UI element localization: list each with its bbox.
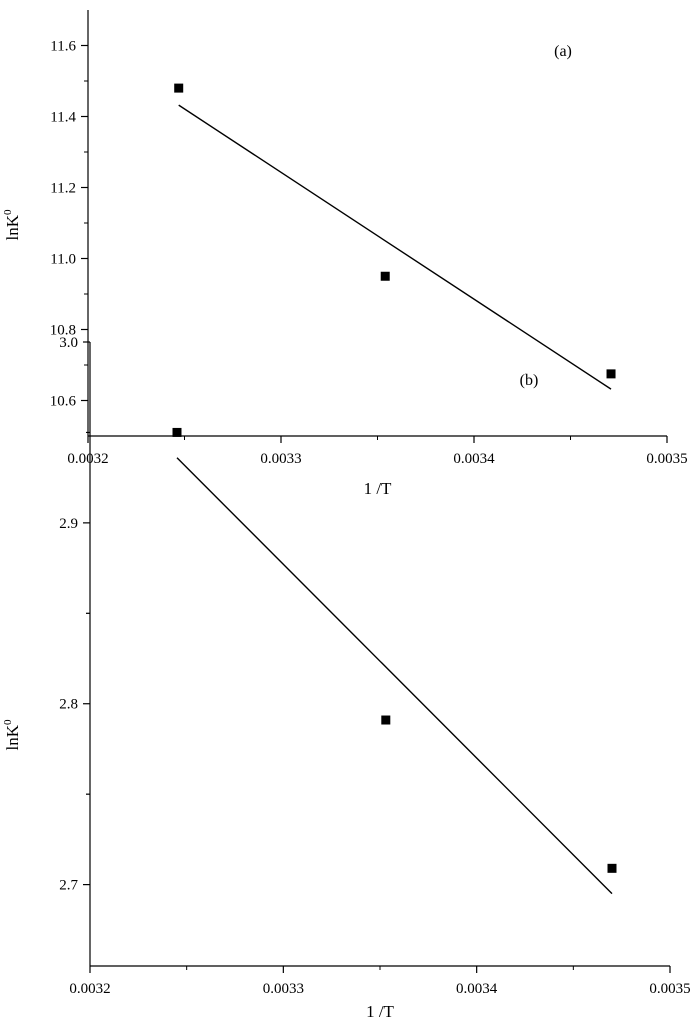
x-tick-label: 0.0035 bbox=[646, 451, 687, 467]
x-tick-label: 0.0034 bbox=[453, 451, 495, 467]
x-tick-label: 0.0032 bbox=[69, 981, 110, 997]
y-tick-label: 10.8 bbox=[50, 323, 76, 339]
data-point bbox=[381, 715, 391, 725]
data-point bbox=[380, 271, 390, 281]
y-tick-label: 2.7 bbox=[59, 878, 78, 894]
chart-panel-a: 0.0032 0.0033 0.0034 0.0035 10.6 10.8 11.0 11.2… bbox=[2, 10, 688, 498]
data-point bbox=[607, 863, 617, 873]
data-point bbox=[172, 427, 182, 437]
x-axis-title: 1 /T bbox=[364, 479, 392, 498]
x-tick-label: 0.0033 bbox=[260, 451, 301, 467]
y-tick-label: 11.0 bbox=[50, 252, 76, 268]
x-tick-label: 0.0034 bbox=[456, 981, 498, 997]
y-tick-label: 10.6 bbox=[50, 394, 77, 410]
y-axis-title-superscript: 0 bbox=[2, 719, 14, 725]
x-tick-label: 0.0035 bbox=[649, 981, 690, 997]
y-tick-label: 11.2 bbox=[50, 181, 76, 197]
data-point bbox=[174, 83, 184, 93]
panel-label: (a) bbox=[554, 43, 572, 60]
x-tick-label: 0.0032 bbox=[67, 451, 108, 467]
panel-label: (b) bbox=[520, 372, 539, 389]
y-axis-title: lnK0 bbox=[2, 209, 22, 241]
fit-line bbox=[178, 104, 612, 390]
y-tick-label: 11.6 bbox=[50, 39, 76, 55]
x-axis-title: 1 /T bbox=[366, 1002, 394, 1021]
y-tick-label: 11.4 bbox=[50, 110, 76, 126]
y-tick-label: 2.8 bbox=[59, 697, 78, 713]
y-axis-title: lnK0 bbox=[2, 719, 22, 751]
y-tick-label: 2.9 bbox=[59, 516, 78, 532]
x-tick-label: 0.0033 bbox=[263, 981, 304, 997]
y-tick-label: 3.0 bbox=[59, 335, 78, 351]
data-point bbox=[606, 369, 616, 379]
y-axis-title-superscript: 0 bbox=[2, 209, 14, 215]
chart-panel-b: 0.0032 0.0033 0.0034 0.0035 2.7 2.8 2.9 3.0 1 /T… bbox=[2, 335, 691, 1021]
fit-line bbox=[176, 457, 613, 895]
